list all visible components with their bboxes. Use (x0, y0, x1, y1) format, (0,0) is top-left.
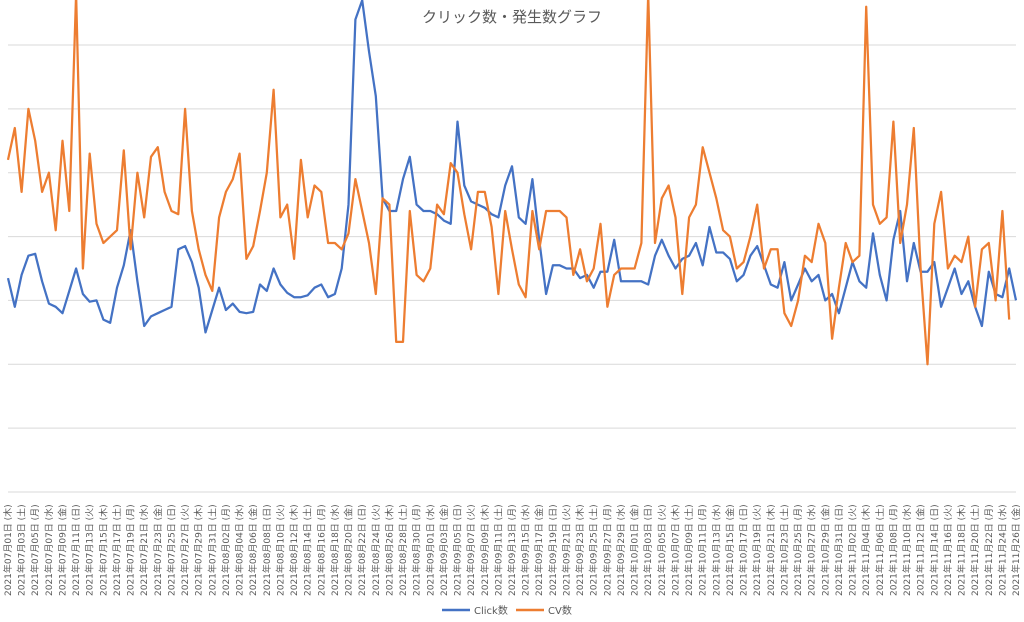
x-tick-label: 2021年07月03日 (土) (16, 504, 28, 596)
x-tick-label: 2021年07月25日 (日) (166, 504, 178, 596)
chart-title: クリック数・発生数グラフ (422, 8, 602, 26)
x-tick-label: 2021年07月09日 (金) (57, 504, 69, 596)
x-tick-label: 2021年08月24日 (火) (370, 504, 382, 596)
x-tick-label: 2021年09月15日 (水) (520, 504, 532, 596)
x-tick-label: 2021年10月25日 (月) (792, 504, 804, 596)
x-tick-label: 2021年10月07日 (木) (670, 504, 682, 596)
x-tick-label: 2021年07月19日 (月) (125, 504, 137, 596)
x-tick-label: 2021年09月25日 (土) (588, 504, 600, 596)
x-tick-label: 2021年11月20日 (土) (969, 504, 981, 596)
legend: Click数 CV数 (442, 604, 572, 617)
x-tick-label: 2021年09月27日 (月) (601, 504, 613, 596)
x-tick-label: 2021年07月01日 (木) (2, 504, 14, 596)
x-tick-label: 2021年07月23日 (金) (152, 504, 164, 596)
x-tick-label: 2021年11月04日 (木) (860, 504, 872, 596)
x-tick-label: 2021年09月03日 (金) (438, 504, 450, 596)
x-tick-label: 2021年08月26日 (木) (383, 504, 395, 596)
x-tick-label: 2021年07月21日 (水) (138, 504, 150, 596)
x-tick-label: 2021年09月23日 (木) (574, 504, 586, 596)
x-tick-label: 2021年07月15日 (木) (97, 504, 109, 596)
x-tick-label: 2021年09月21日 (火) (561, 504, 573, 596)
x-tick-label: 2021年08月30日 (月) (411, 504, 423, 596)
x-tick-label: 2021年10月01日 (金) (629, 504, 641, 596)
x-tick-label: 2021年09月19日 (日) (547, 504, 559, 596)
gridlines (8, 44, 1016, 493)
x-tick-label: 2021年08月04日 (水) (234, 504, 246, 596)
x-tick-label: 2021年10月31日 (日) (833, 504, 845, 596)
x-tick-label: 2021年10月19日 (火) (751, 504, 763, 596)
x-tick-label: 2021年11月16日 (火) (942, 504, 954, 596)
x-tick-label: 2021年10月23日 (土) (778, 504, 790, 596)
x-tick-label: 2021年08月12日 (木) (288, 504, 300, 596)
x-tick-label: 2021年09月01日 (水) (424, 504, 436, 596)
legend-label-click: Click数 (474, 604, 508, 617)
x-tick-label: 2021年11月08日 (月) (887, 504, 899, 596)
x-tick-label: 2021年08月10日 (火) (274, 504, 286, 596)
x-tick-label: 2021年08月08日 (日) (261, 504, 273, 596)
x-tick-label: 2021年07月29日 (木) (193, 504, 205, 596)
x-tick-label: 2021年11月24日 (水) (996, 504, 1008, 596)
x-tick-label: 2021年08月16日 (月) (315, 504, 327, 596)
x-tick-label: 2021年10月13日 (水) (710, 504, 722, 596)
x-tick-label: 2021年07月11日 (日) (70, 504, 82, 596)
x-tick-label: 2021年10月03日 (日) (642, 504, 654, 596)
x-tick-label: 2021年10月21日 (木) (765, 504, 777, 596)
x-tick-label: 2021年08月02日 (月) (220, 504, 232, 596)
series-lines (6, 0, 1018, 366)
x-tick-label: 2021年08月06日 (金) (247, 504, 259, 596)
x-tick-label: 2021年10月27日 (水) (806, 504, 818, 596)
x-tick-label: 2021年11月14日 (日) (928, 504, 940, 596)
x-tick-label: 2021年07月17日 (土) (111, 504, 123, 596)
x-tick-label: 2021年08月28日 (土) (397, 504, 409, 596)
x-tick-label: 2021年10月11日 (月) (697, 504, 709, 596)
x-tick-label: 2021年10月05日 (火) (656, 504, 668, 596)
x-tick-label: 2021年09月11日 (土) (492, 504, 504, 596)
x-tick-label: 2021年07月13日 (火) (84, 504, 96, 596)
x-tick-label: 2021年11月06日 (土) (874, 504, 886, 596)
x-tick-label: 2021年08月22日 (日) (356, 504, 368, 596)
x-tick-label: 2021年11月22日 (月) (983, 504, 995, 596)
x-tick-label: 2021年10月29日 (金) (819, 504, 831, 596)
legend-label-cv: CV数 (548, 604, 572, 617)
x-tick-label: 2021年07月05日 (月) (29, 504, 41, 596)
x-tick-label: 2021年11月02日 (火) (847, 504, 859, 596)
x-tick-label: 2021年09月07日 (火) (465, 504, 477, 596)
x-tick-label: 2021年09月09日 (木) (479, 504, 491, 596)
x-tick-label: 2021年11月18日 (木) (956, 504, 968, 596)
series-line-cv (6, 0, 1011, 366)
x-tick-label: 2021年07月27日 (火) (179, 504, 191, 596)
series-line-click (6, 0, 1018, 334)
x-tick-label: 2021年07月07日 (水) (43, 504, 55, 596)
x-tick-label: 2021年11月12日 (金) (915, 504, 927, 596)
x-tick-label: 2021年11月26日 (金) (1010, 504, 1022, 596)
x-tick-label: 2021年10月15日 (金) (724, 504, 736, 596)
x-tick-label: 2021年08月18日 (水) (329, 504, 341, 596)
x-tick-label: 2021年07月31日 (土) (206, 504, 218, 596)
x-tick-label: 2021年09月29日 (水) (615, 504, 627, 596)
x-tick-label: 2021年10月09日 (土) (683, 504, 695, 596)
x-tick-label: 2021年09月17日 (金) (533, 504, 545, 596)
x-tick-label: 2021年08月20日 (金) (343, 504, 355, 596)
x-tick-label: 2021年09月13日 (月) (506, 504, 518, 596)
x-tick-label: 2021年09月05日 (日) (452, 504, 464, 596)
x-tick-label: 2021年11月10日 (水) (901, 504, 913, 596)
x-tick-label: 2021年08月14日 (土) (302, 504, 314, 596)
x-tick-label: 2021年10月17日 (日) (738, 504, 750, 596)
x-axis-tick-labels: 2021年07月01日 (木) 2021年07月03日 (土) 2021年07月05… (2, 504, 1022, 596)
